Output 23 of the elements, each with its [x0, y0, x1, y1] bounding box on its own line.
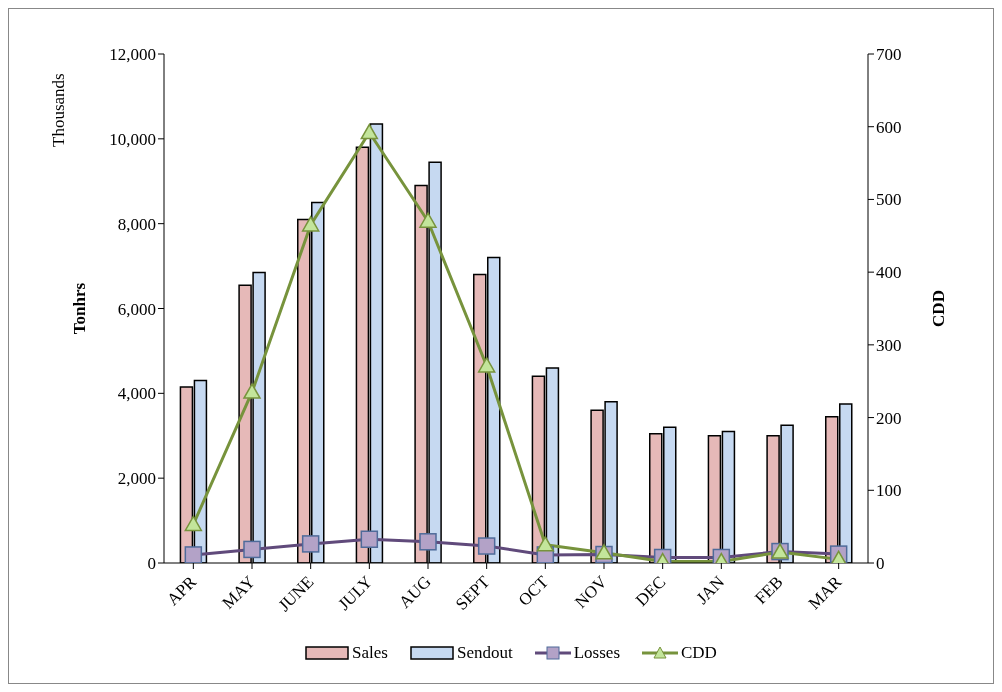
y2-tick-label: 0: [876, 554, 885, 574]
legend-label: CDD: [681, 643, 717, 663]
legend-label: Sendout: [456, 643, 513, 663]
y2-tick-label: 500: [876, 190, 902, 210]
y2-tick-label: 200: [876, 408, 902, 428]
y-tick-label: 10,000: [109, 129, 156, 149]
x-tick-label: FEB: [751, 572, 787, 608]
y-axis-title: Tonhrs: [70, 282, 90, 335]
y-tick-label: 0: [147, 554, 156, 574]
y2-tick-label: 600: [876, 117, 902, 137]
y2-tick-label: 100: [876, 481, 902, 501]
y2-tick-label: 700: [876, 45, 902, 65]
y-tick-label: 12,000: [109, 45, 156, 65]
y-tick-label: 6,000: [117, 299, 156, 319]
y-tick-label: 2,000: [117, 469, 156, 489]
y-tick-label: 8,000: [117, 214, 156, 234]
y2-tick-label: 400: [876, 263, 902, 283]
legend-label: Sales: [352, 643, 388, 663]
y2-axis-title: CDD: [929, 290, 949, 327]
legend-label: Losses: [573, 643, 620, 663]
text: Thousands: [49, 73, 69, 147]
y-tick-label: 4,000: [117, 384, 156, 404]
y2-tick-label: 300: [876, 335, 902, 355]
